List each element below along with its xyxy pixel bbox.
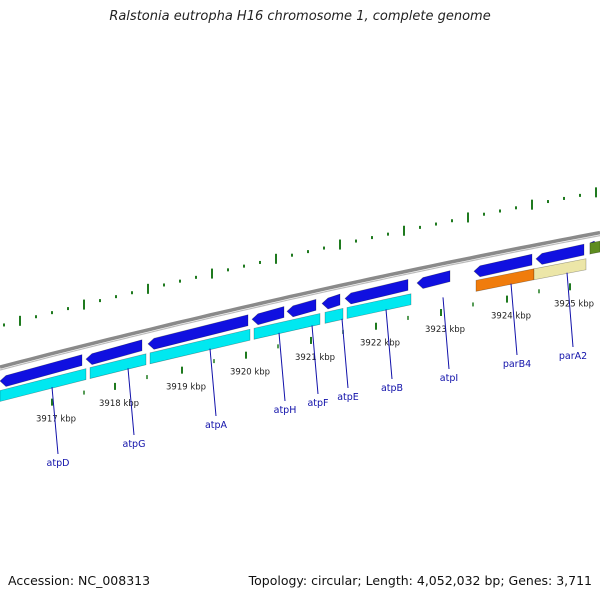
cds-feature-block (149, 328, 251, 365)
chromosome-backbone (0, 230, 600, 371)
gene-arrow (85, 339, 143, 365)
scale-label: 3920 kbp (230, 368, 270, 378)
scale-label: 3918 kbp (99, 399, 139, 409)
scale-label: 3923 kbp (425, 325, 465, 335)
scale-label: 3919 kbp (166, 383, 206, 393)
gene-label: parA2 (559, 351, 587, 362)
scale-label: 3925 kbp (554, 299, 594, 309)
gene-arrow (535, 243, 585, 265)
gene-arrow (147, 314, 249, 350)
scale-label: 3917 kbp (36, 415, 76, 425)
gene-arrow (286, 298, 317, 318)
gene-label: atpB (381, 383, 403, 394)
gene-label-leader (209, 348, 217, 417)
cds-feature-block (0, 368, 87, 402)
gene-label-leader (127, 368, 135, 436)
gene-label: atpD (47, 458, 70, 469)
gene-label: atpH (274, 405, 297, 416)
accession-label: Accession: NC_008313 (8, 573, 151, 588)
gene-label-leader (385, 309, 393, 380)
scale-label: 3924 kbp (491, 312, 531, 322)
page-title: Ralstonia eutropha H16 chromosome 1, com… (109, 9, 491, 24)
gene-label-leader (51, 387, 59, 455)
cds-feature-block (346, 293, 412, 319)
gene-label: atpA (205, 420, 228, 431)
beige-feature-block (533, 258, 587, 281)
gene-arrow (0, 354, 83, 387)
scale-label: 3922 kbp (360, 339, 400, 349)
gene-arrow (321, 293, 341, 310)
gene-label-leader (442, 297, 450, 370)
gc-skew-dots (3, 187, 597, 327)
gene-label: atpI (440, 373, 458, 384)
gene-label-leader (311, 325, 319, 395)
gene-arrow (416, 270, 451, 289)
feature-track (0, 240, 600, 402)
cds-feature-block (253, 313, 321, 340)
gene-label: atpF (307, 398, 328, 409)
gene-arrow (344, 279, 409, 305)
gene-arrow (473, 253, 533, 278)
gene-label-leader (510, 283, 518, 356)
gene-label-leader (341, 318, 349, 389)
gene-labels: atpD atpG atpA atpH atpF atpE atpB atpI parB4 par… (47, 272, 587, 469)
backbone-inner-line (0, 235, 600, 371)
gene-label-leader (566, 272, 574, 348)
cds-feature-block (89, 353, 147, 379)
genome-summary-label: Topology: circular; Length: 4,052,032 bp… (248, 573, 592, 588)
backbone-outer-line (0, 230, 600, 369)
green-feature-block (589, 240, 600, 255)
gene-label: atpE (337, 392, 359, 403)
gene-label-leader (278, 332, 286, 402)
cds-feature-block (324, 308, 344, 324)
gene-arrow (251, 306, 285, 326)
gene-label: parB4 (503, 359, 531, 370)
gene-label: atpG (123, 439, 146, 450)
